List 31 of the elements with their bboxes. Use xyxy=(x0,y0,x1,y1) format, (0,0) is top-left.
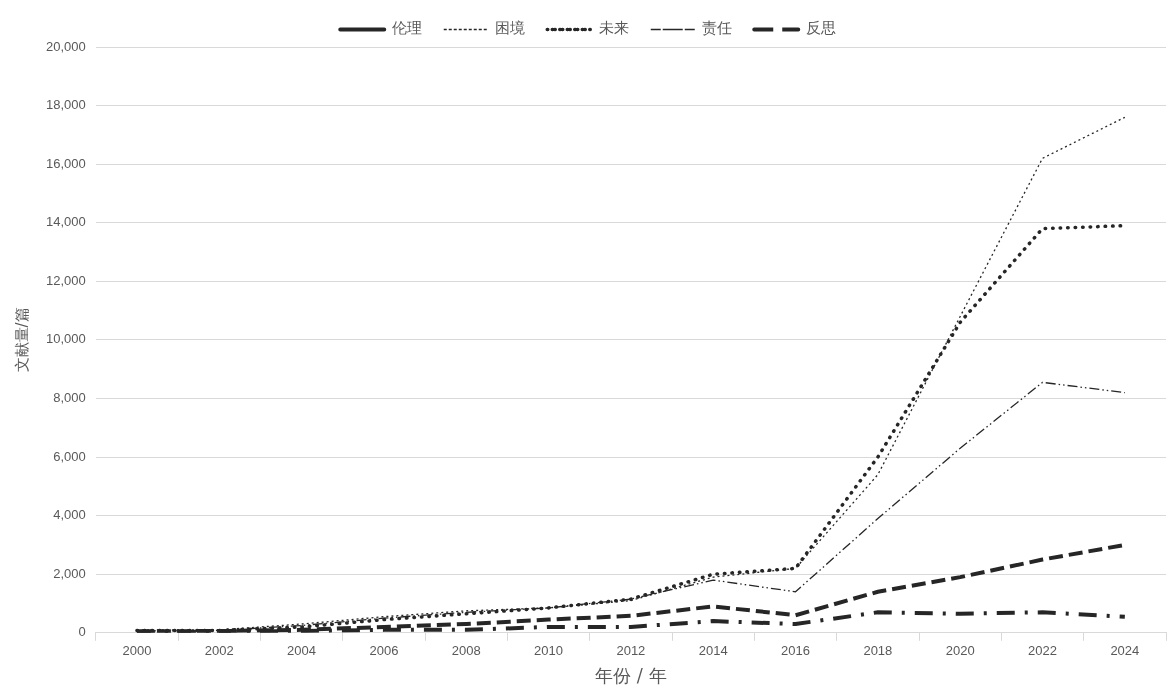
y-axis-title: 文献量/篇 xyxy=(12,307,31,373)
x-tick-label: 2018 xyxy=(863,643,893,659)
y-tick-label: 2,000 xyxy=(53,565,86,581)
x-tick-label: 2020 xyxy=(945,643,975,659)
x-tick-label: 2022 xyxy=(1028,643,1057,659)
y-tick-label: 4,000 xyxy=(53,507,86,523)
legend-label: 困境 xyxy=(495,19,526,38)
legend-label: 未来 xyxy=(598,19,629,38)
x-tick-label: 2014 xyxy=(698,643,728,659)
x-tick-label: 2002 xyxy=(204,643,234,659)
y-tick-label: 12,000 xyxy=(46,272,86,288)
legend-label: 伦理 xyxy=(391,19,422,38)
x-tick-label: 2024 xyxy=(1110,643,1140,659)
x-tick-label: 2012 xyxy=(616,643,646,659)
y-tick-label: 0 xyxy=(78,624,86,640)
y-tick-label: 16,000 xyxy=(46,155,86,171)
y-tick-label: 8,000 xyxy=(53,390,86,406)
y-tick-label: 14,000 xyxy=(46,214,86,230)
x-tick-label: 2016 xyxy=(781,643,810,659)
y-tick-label: 10,000 xyxy=(46,331,86,347)
x-tick-label: 2006 xyxy=(369,643,399,659)
x-tick-label: 2008 xyxy=(451,643,481,659)
x-tick-label: 2000 xyxy=(122,643,152,659)
x-axis-title: 年份 / 年 xyxy=(595,664,667,686)
legend-label: 反思 xyxy=(805,19,836,38)
x-tick-label: 2004 xyxy=(287,643,317,659)
y-tick-label: 18,000 xyxy=(46,97,86,113)
legend-label: 责任 xyxy=(702,19,733,38)
x-tick-label: 2010 xyxy=(534,643,564,659)
y-tick-label: 6,000 xyxy=(53,448,86,464)
y-tick-label: 20,000 xyxy=(46,38,86,54)
